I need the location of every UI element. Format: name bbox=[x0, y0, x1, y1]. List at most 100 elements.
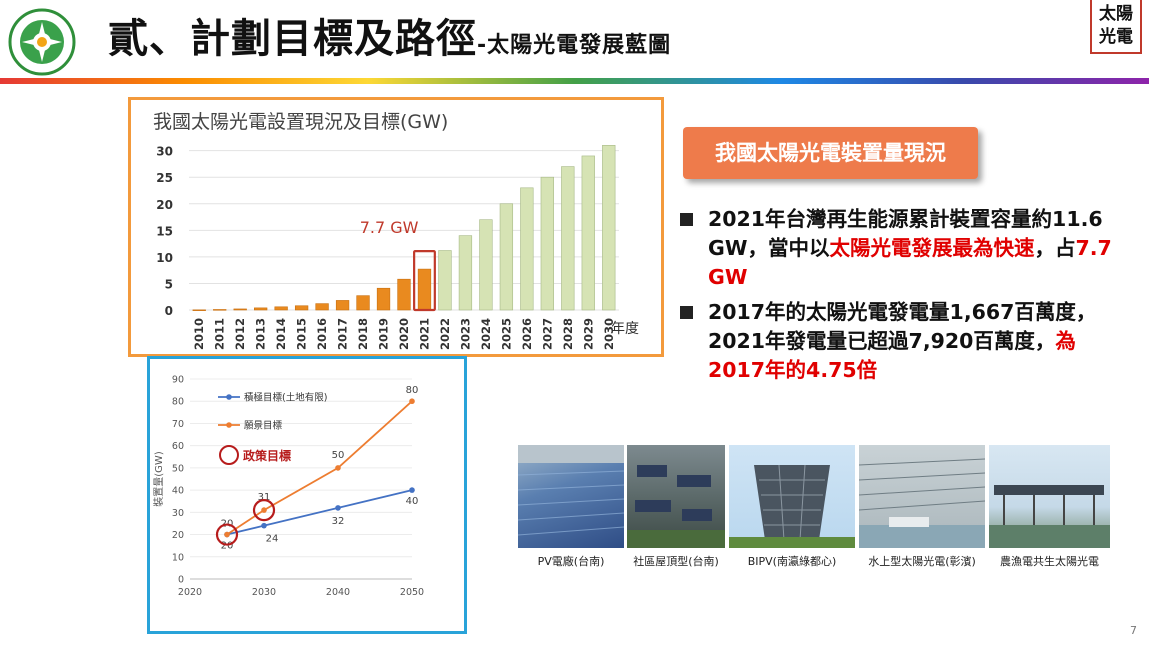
photo-caption-aquavoltaics: 農漁電共生太陽光電 bbox=[1000, 555, 1099, 568]
bullet1-text: 2021年台灣再生能源累計裝置容量約11.6 GW，當中以 bbox=[708, 207, 1103, 260]
line-data-label: 32 bbox=[332, 516, 345, 527]
bar-2017 bbox=[335, 300, 350, 311]
bar-chart-xtick-label: 2021 bbox=[417, 318, 431, 350]
line-chart-ytick-label: 60 bbox=[172, 441, 184, 452]
bar-2029 bbox=[581, 155, 595, 311]
bar-chart-ytick-label: 25 bbox=[156, 171, 173, 185]
status-badge: 我國太陽光電裝置量現況 bbox=[683, 127, 978, 179]
photo-aquavoltaics bbox=[989, 445, 1110, 548]
bar-2015 bbox=[294, 305, 309, 311]
bar-chart-xtick-label: 2026 bbox=[520, 318, 534, 350]
bar-2022 bbox=[438, 250, 452, 311]
line-chart-ytick-label: 0 bbox=[178, 575, 184, 586]
page-subtitle: -太陽光電發展藍圖 bbox=[477, 33, 672, 58]
section-tag-line1: 太陽 bbox=[1099, 4, 1133, 24]
line-point bbox=[261, 507, 267, 513]
policy-target-circle bbox=[252, 499, 276, 522]
bar-chart-xtick-label: 2029 bbox=[581, 318, 595, 350]
line-data-label: 80 bbox=[406, 385, 419, 396]
bar-chart-xtick-label: 2011 bbox=[213, 318, 227, 350]
bar-chart-xtick-label: 2016 bbox=[315, 318, 329, 350]
bullet1-text2: ，占 bbox=[1034, 236, 1076, 260]
bullet2-highlight: 為2017年的4.75倍 bbox=[708, 329, 1076, 382]
bar-chart-xtick-label: 2022 bbox=[438, 318, 452, 350]
line-point bbox=[409, 398, 415, 405]
policy-target-circle bbox=[215, 523, 239, 546]
bar-2010 bbox=[192, 309, 206, 311]
photo-caption-pv-plant: PV電廠(台南) bbox=[537, 555, 605, 568]
line-point bbox=[409, 487, 415, 493]
bullet2-text: 2017年的太陽光電發電量1,667百萬度，2021年發電量已超過7,920百萬… bbox=[708, 300, 1097, 353]
line-data-label: 40 bbox=[406, 496, 419, 507]
legend-label: 願景目標 bbox=[244, 420, 283, 432]
bar-chart-xtick-label: 2015 bbox=[295, 318, 309, 350]
bar-2027 bbox=[540, 176, 554, 311]
photo-caption-bipv: BIPV(南瀛綠都心) bbox=[747, 555, 837, 568]
bar-2018 bbox=[356, 295, 370, 311]
line-data-label: 20 bbox=[221, 541, 234, 552]
line-chart-xtick-label: 2050 bbox=[400, 587, 424, 598]
bar-chart-xtick-label: 2014 bbox=[274, 318, 288, 350]
line-data-label: 31 bbox=[258, 492, 271, 503]
bar-chart-xtick-label: 2024 bbox=[479, 318, 493, 350]
line-chart-xtick-label: 2040 bbox=[326, 587, 350, 598]
legend-label: 積極目標(土地有限) bbox=[244, 392, 327, 404]
bar-chart-ytick-label: 15 bbox=[156, 224, 173, 238]
bar-chart-xtick-label: 2025 bbox=[499, 318, 513, 350]
bar-chart-ytick-label: 0 bbox=[165, 304, 173, 318]
line-series-1 bbox=[226, 489, 413, 536]
bar-chart-ytick-label: 20 bbox=[156, 198, 173, 212]
bar-chart-title: 我國太陽光電設置現況及目標(GW) bbox=[153, 111, 448, 133]
bar-2026 bbox=[520, 187, 534, 311]
bar-2021 bbox=[417, 268, 432, 311]
line-chart-ytick-label: 70 bbox=[172, 419, 184, 430]
line-point bbox=[335, 465, 341, 471]
bar-chart-ytick-label: 30 bbox=[156, 145, 173, 159]
line-data-label: 50 bbox=[332, 450, 345, 461]
bar-chart-xtick-label: 2018 bbox=[356, 318, 370, 350]
bar-chart-xtick-label: 2027 bbox=[540, 318, 554, 350]
bar-highlight-frame bbox=[413, 249, 436, 312]
bar-2023 bbox=[458, 235, 473, 311]
line-point bbox=[224, 531, 230, 538]
bar-chart-xtick-label: 2028 bbox=[561, 318, 575, 350]
bar-chart-ytick-label: 5 bbox=[165, 277, 173, 291]
line-chart-ylabel: 裝置量(GW) bbox=[152, 451, 165, 507]
photo-caption-community-rooftop: 社區屋頂型(台南) bbox=[633, 555, 719, 568]
bar-chart-xtick-label: 2023 bbox=[458, 318, 472, 350]
bar-chart-xtick-label: 2010 bbox=[192, 318, 206, 350]
line-chart-ytick-label: 50 bbox=[172, 463, 184, 474]
legend-marker bbox=[226, 422, 232, 428]
bar-chart-xtick-label: 2019 bbox=[377, 318, 391, 350]
bar-2013 bbox=[254, 307, 268, 311]
line-series-2 bbox=[226, 400, 413, 536]
line-point bbox=[261, 522, 267, 529]
bar-chart-xaxis-title: 年度 bbox=[611, 321, 639, 337]
bar-2025 bbox=[499, 203, 514, 311]
rainbow-divider bbox=[0, 78, 1149, 84]
line-chart-xtick-label: 2030 bbox=[252, 587, 276, 598]
photo-community-rooftop bbox=[627, 445, 725, 548]
bureau-of-energy-logo bbox=[8, 8, 76, 76]
photo-caption-floating-solar: 水上型太陽光電(彰濱) bbox=[868, 555, 976, 568]
bullet-generation: 2017年的太陽光電發電量1,667百萬度，2021年發電量已超過7,920百萬… bbox=[680, 298, 1120, 385]
bar-chart-xtick-label: 2030 bbox=[602, 318, 616, 350]
bar-chart-xtick-label: 2020 bbox=[397, 318, 411, 350]
bar-2019 bbox=[376, 287, 391, 311]
page-number: 7 bbox=[1130, 624, 1137, 637]
bar-2028 bbox=[561, 166, 575, 311]
bar-2024 bbox=[479, 219, 493, 311]
section-tag: 太陽 光電 bbox=[1090, 0, 1142, 54]
bullet-square-icon bbox=[680, 306, 693, 319]
line-data-label: 24 bbox=[266, 534, 279, 545]
bullet-square-icon bbox=[680, 213, 693, 226]
policy-target-legend-icon bbox=[219, 445, 239, 465]
installed-capacity-bar-chart: 我國太陽光電設置現況及目標(GW) 0 5 10 15 20 25 30 2010 2011 20… bbox=[128, 97, 664, 357]
bar-chart-xtick-label: 2012 bbox=[233, 318, 247, 350]
line-point bbox=[335, 505, 341, 511]
page-title: 貳、計劃目標及路徑-太陽光電發展藍圖 bbox=[108, 16, 672, 62]
bullet-capacity: 2021年台灣再生能源累計裝置容量約11.6 GW，當中以太陽光電發展最為快速，… bbox=[680, 205, 1120, 292]
photo-pv-plant bbox=[518, 445, 624, 548]
bar-2014 bbox=[274, 306, 288, 311]
